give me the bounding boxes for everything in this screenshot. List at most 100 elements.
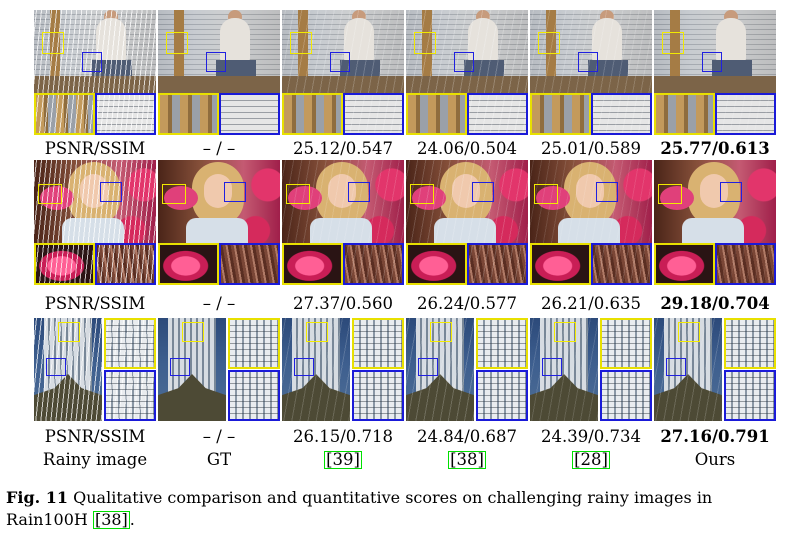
blue-zoom-box (578, 52, 598, 72)
blue-zoom-box (224, 182, 246, 202)
yellow-crop (654, 93, 715, 135)
yellow-zoom-box (658, 184, 682, 204)
yellow-zoom-box (290, 32, 312, 54)
yellow-zoom-box (430, 322, 452, 342)
citation-link[interactable]: [39] (324, 450, 362, 469)
yellow-zoom-box (414, 32, 436, 54)
caption-text: Qualitative comparison and quantitative … (73, 488, 713, 507)
yellow-crop (406, 243, 467, 285)
row1-gt-image (158, 10, 280, 135)
blue-crop (476, 370, 528, 421)
row2-method38-score: 26.24/0.577 (416, 294, 518, 313)
blue-zoom-box (294, 358, 314, 376)
blue-crop (591, 93, 652, 135)
yellow-crop (530, 93, 591, 135)
yellow-crop (282, 93, 343, 135)
yellow-crop (654, 243, 715, 285)
row3-ours-image (654, 318, 776, 421)
row3-metric-label: PSNR/SSIM (44, 427, 146, 446)
citation-link[interactable]: [38] (92, 510, 130, 529)
row3-method39-image (282, 318, 404, 421)
yellow-crop (34, 93, 95, 135)
row3-ours-score: 27.16/0.791 (660, 427, 770, 446)
row2-metric-label: PSNR/SSIM (44, 294, 146, 313)
blue-zoom-box (454, 52, 474, 72)
blue-zoom-box (702, 52, 722, 72)
row2-method38-image (406, 160, 528, 285)
blue-crop (715, 243, 776, 285)
blue-zoom-box (170, 358, 190, 376)
yellow-crop (158, 243, 219, 285)
row2-gt-image (158, 160, 280, 285)
row1-method28-image (530, 10, 652, 135)
blue-crop (95, 243, 156, 285)
row1-method39-image (282, 10, 404, 135)
column-label-ours: Ours (694, 450, 736, 469)
yellow-crop (406, 93, 467, 135)
blue-zoom-box (348, 182, 370, 202)
yellow-crop (600, 318, 652, 369)
blue-crop (352, 370, 404, 421)
blue-zoom-box (542, 358, 562, 376)
blue-zoom-box (472, 182, 494, 202)
yellow-crop (352, 318, 404, 369)
blue-zoom-box (418, 358, 438, 376)
blue-crop (219, 243, 280, 285)
blue-zoom-box (720, 182, 742, 202)
blue-crop (467, 243, 528, 285)
yellow-zoom-box (38, 184, 62, 204)
yellow-crop (158, 93, 219, 135)
row1-method28-score: 25.01/0.589 (540, 139, 642, 158)
blue-zoom-box (46, 358, 66, 376)
row2-ours-score: 29.18/0.704 (660, 294, 770, 313)
blue-crop (600, 370, 652, 421)
figure-caption: Fig. 11 Qualitative comparison and quant… (6, 487, 806, 531)
column-label-ref28[interactable]: [28] (530, 450, 652, 470)
blue-crop (228, 370, 280, 421)
yellow-crop (34, 243, 95, 285)
yellow-crop (104, 318, 156, 369)
blue-zoom-box (206, 52, 226, 72)
column-label-rainy: Rainy image (42, 450, 148, 469)
blue-zoom-box (82, 52, 102, 72)
citation-link[interactable]: [28] (572, 450, 610, 469)
yellow-zoom-box (182, 322, 204, 342)
caption-period: . (129, 510, 135, 529)
blue-crop (715, 93, 776, 135)
row1-gt-score: – / – (202, 139, 236, 158)
row3-method39-score: 26.15/0.718 (292, 427, 394, 446)
column-label-ref38[interactable]: [38] (406, 450, 528, 470)
row1-ours-image (654, 10, 776, 135)
yellow-crop (530, 243, 591, 285)
row1-metric-label: PSNR/SSIM (44, 139, 146, 158)
blue-crop (467, 93, 528, 135)
yellow-zoom-box (410, 184, 434, 204)
column-label-ref39[interactable]: [39] (282, 450, 404, 470)
yellow-zoom-box (42, 32, 64, 54)
row2-method28-score: 26.21/0.635 (540, 294, 642, 313)
row1-method38-score: 24.06/0.504 (416, 139, 518, 158)
yellow-zoom-box (662, 32, 684, 54)
row3-method38-score: 24.84/0.687 (416, 427, 518, 446)
row2-method39-score: 27.37/0.560 (292, 294, 394, 313)
row3-gt-image (158, 318, 280, 421)
row1-method38-image (406, 10, 528, 135)
yellow-zoom-box (286, 184, 310, 204)
yellow-zoom-box (162, 184, 186, 204)
yellow-crop (476, 318, 528, 369)
blue-crop (95, 93, 156, 135)
citation-link[interactable]: [38] (448, 450, 486, 469)
yellow-zoom-box (538, 32, 560, 54)
blue-zoom-box (100, 182, 122, 202)
yellow-crop (282, 243, 343, 285)
row2-method39-image (282, 160, 404, 285)
yellow-zoom-box (534, 184, 558, 204)
blue-crop (219, 93, 280, 135)
column-label-gt: GT (206, 450, 232, 469)
row1-rainy-image (34, 10, 156, 135)
yellow-zoom-box (554, 322, 576, 342)
row1-method39-score: 25.12/0.547 (292, 139, 394, 158)
blue-zoom-box (596, 182, 618, 202)
blue-crop (343, 93, 404, 135)
blue-crop (724, 370, 776, 421)
